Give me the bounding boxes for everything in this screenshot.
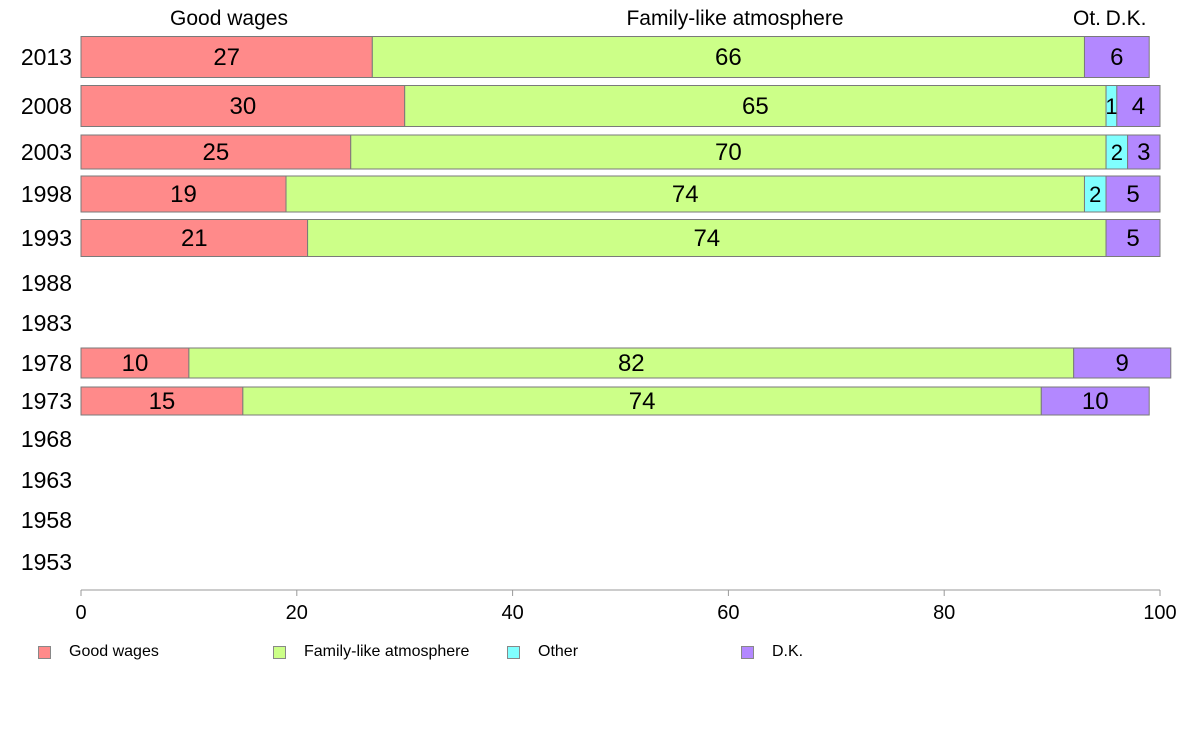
- header-family-like-atmosphere: Family-like atmosphere: [626, 7, 843, 30]
- bar-segment-2003-3: [1127, 134, 1161, 170]
- bar-segment-2003-1: [350, 134, 1107, 170]
- bar-segment-2008-1: [404, 85, 1107, 127]
- data-label-2013-3: 6: [1110, 44, 1123, 71]
- x-axis: 0 20 40 60 80 100: [75, 589, 1177, 624]
- category-label-1973: 1973: [21, 388, 72, 414]
- category-label-1968: 1968: [21, 426, 72, 452]
- stacked-bar-chart: Good wages Family-like atmosphere Ot. D.…: [21, 7, 1177, 624]
- header-good-wages: Good wages: [170, 7, 288, 30]
- bars: 27 66 630 65 1 425 70 2 319 74 2 521 74 510 82 915 74 10: [80, 36, 1172, 416]
- bar-segment-1998-0: [80, 175, 287, 213]
- bar-segment-2013-0: [80, 36, 373, 78]
- legend-label: Family-like atmosphere: [304, 643, 470, 660]
- legend-label: Good wages: [69, 643, 159, 660]
- data-label-2008-3: 4: [1132, 93, 1145, 120]
- category-label-2008: 2008: [21, 93, 72, 119]
- bar-segment-2013-3: [1083, 36, 1150, 78]
- bar-segment-1993-0: [80, 219, 309, 257]
- data-label-2013-1: 66: [715, 44, 742, 71]
- bar-segment-1973-0: [80, 386, 244, 416]
- category-label-2013: 2013: [21, 44, 72, 70]
- bar-segment-2013-1: [371, 36, 1085, 78]
- legend-label: D.K.: [772, 643, 804, 660]
- x-tick-label-100: 100: [1143, 602, 1176, 624]
- legend-item-dk: D.K.: [741, 643, 803, 661]
- x-tick-label-40: 40: [501, 602, 523, 624]
- data-label-2003-1: 70: [715, 139, 742, 166]
- category-label-1953: 1953: [21, 549, 72, 575]
- data-label-1998-2: 2: [1089, 182, 1101, 207]
- bar-segment-1978-0: [80, 347, 190, 379]
- data-label-1973-1: 74: [629, 388, 656, 415]
- bar-segment-1993-3: [1105, 219, 1161, 257]
- legend-item-good-wages: Good wages: [38, 643, 159, 661]
- bar-segment-1998-3: [1105, 175, 1161, 213]
- category-label-1978: 1978: [21, 350, 72, 376]
- data-label-2008-2: 1: [1105, 94, 1117, 119]
- column-headers: Good wages Family-like atmosphere Ot. D.…: [170, 7, 1146, 30]
- data-label-1973-3: 10: [1082, 388, 1109, 415]
- data-label-1978-3: 9: [1116, 350, 1129, 377]
- x-tick-label-0: 0: [75, 602, 86, 624]
- category-label-1983: 1983: [21, 310, 72, 336]
- legend-item-family-like-atmosphere: Family-like atmosphere: [273, 643, 469, 661]
- data-label-1978-1: 82: [618, 350, 645, 377]
- x-tick-label-20: 20: [286, 602, 308, 624]
- bar-segment-2003-0: [80, 134, 352, 170]
- data-label-1998-3: 5: [1126, 181, 1139, 208]
- bar-segment-2008-3: [1116, 85, 1161, 127]
- bar-segment-1978-1: [188, 347, 1075, 379]
- category-label-1958: 1958: [21, 507, 72, 533]
- data-label-1993-0: 21: [181, 225, 208, 252]
- data-label-2003-0: 25: [203, 139, 230, 166]
- data-label-2008-1: 65: [742, 93, 769, 120]
- legend-swatch-dk: [741, 645, 754, 659]
- data-label-2008-0: 30: [229, 93, 256, 120]
- header-dk: D.K.: [1106, 7, 1147, 30]
- data-label-1978-0: 10: [122, 350, 149, 377]
- category-label-1988: 1988: [21, 270, 72, 296]
- bar-segment-1978-3: [1073, 347, 1172, 379]
- legend-swatch-other: [507, 645, 520, 659]
- data-label-2003-3: 3: [1137, 139, 1150, 166]
- data-label-1973-0: 15: [149, 388, 176, 415]
- x-tick-label-80: 80: [933, 602, 955, 624]
- data-label-1993-3: 5: [1126, 225, 1139, 252]
- legend-label: Other: [538, 643, 579, 660]
- data-label-2013-0: 27: [213, 44, 240, 71]
- legend-swatch-family-like-atmosphere: [273, 645, 286, 659]
- data-label-1998-0: 19: [170, 181, 197, 208]
- legend-swatch-good-wages: [38, 645, 51, 659]
- category-label-1998: 1998: [21, 181, 72, 207]
- bar-segment-1973-3: [1040, 386, 1150, 416]
- category-label-1993: 1993: [21, 225, 72, 251]
- legend-item-other: Other: [507, 643, 578, 661]
- data-label-1993-1: 74: [693, 225, 720, 252]
- bar-segment-1993-1: [307, 219, 1107, 257]
- bar-segment-2008-0: [80, 85, 406, 127]
- legend: Good wages Family-like atmosphere Other …: [38, 643, 1138, 665]
- y-axis-labels: 2013 2008 2003 1998 1993 1988 1983 1978 1973 1968…: [21, 44, 72, 575]
- x-tick-label-60: 60: [717, 602, 739, 624]
- header-other: Ot.: [1073, 7, 1101, 30]
- bar-segment-1998-1: [285, 175, 1085, 213]
- category-label-2003: 2003: [21, 139, 72, 165]
- data-label-1998-1: 74: [672, 181, 699, 208]
- data-label-2003-2: 2: [1111, 140, 1123, 165]
- category-label-1963: 1963: [21, 467, 72, 493]
